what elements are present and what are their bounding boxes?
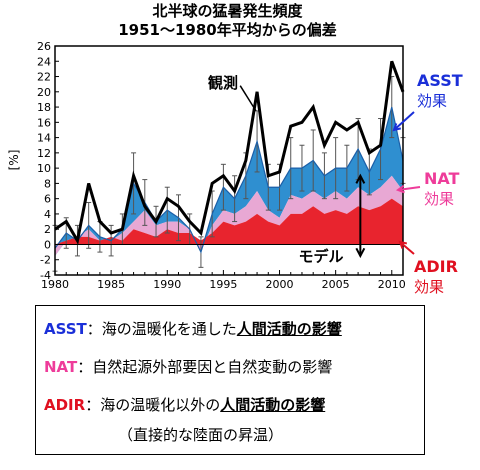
series-lines xyxy=(54,60,405,254)
stacked-areas xyxy=(55,107,403,256)
model-bracket-bottom-arrow xyxy=(355,247,366,259)
asst-arrow xyxy=(393,111,415,131)
adir-effect-word: 効果 xyxy=(414,278,445,296)
plot-frame xyxy=(54,45,404,276)
chart-subtitle: 1951～1980年平均からの偏差 xyxy=(118,21,337,39)
nat-arrow xyxy=(397,186,421,191)
y-tick-label: 26 xyxy=(37,40,51,53)
y-tick-label: 18 xyxy=(37,101,51,114)
observed-line xyxy=(54,60,405,245)
y-tick-label: 16 xyxy=(37,116,51,129)
y-tick-label: 20 xyxy=(37,86,51,99)
nat-effect-code: NAT xyxy=(424,169,460,188)
x-tick-label: 1985 xyxy=(97,278,125,291)
nat-effect-label: NAT 効果 xyxy=(424,169,460,209)
adir-effect-code: ADIR xyxy=(414,257,458,276)
y-tick-label: 8 xyxy=(44,177,51,190)
y-tick-label: 0 xyxy=(44,238,51,251)
y-tick-label: 10 xyxy=(37,162,51,175)
adir-area xyxy=(55,198,403,245)
legend-row-nat: NAT：自然起源外部要因と自然変動の影響 xyxy=(44,358,332,376)
y-tick-label: -4 xyxy=(40,269,51,282)
legend-nat-code: NAT xyxy=(44,358,78,376)
y-tick-label: 12 xyxy=(37,147,51,160)
legend-asst-text: ：海の温暖化を通した xyxy=(86,320,237,338)
legend-row-asst: ASST：海の温暖化を通した人間活動の影響 xyxy=(44,320,342,338)
adir-arrow-head xyxy=(398,240,408,249)
legend-row-adir: ADIR：海の温暖化以外の人間活動の影響 xyxy=(44,396,325,414)
adir-arrow xyxy=(399,241,415,255)
y-axis-label: [%] xyxy=(7,149,21,171)
legend-adir-emphasis: 人間活動の影響 xyxy=(220,396,326,414)
x-tick-label: 2010 xyxy=(378,278,406,291)
model-bracket-top-arrow xyxy=(355,173,366,184)
y-tick-label: -2 xyxy=(40,254,51,267)
asst-effect-code: ASST xyxy=(417,71,463,90)
y-tick-label: 6 xyxy=(44,193,51,206)
nat-arrow-head xyxy=(395,185,405,194)
y-tick-label: 22 xyxy=(37,71,51,84)
x-tick-label: 2000 xyxy=(266,278,294,291)
observed-pointer xyxy=(239,85,257,112)
y-tick-label: 2 xyxy=(44,223,51,236)
observed-label: 観測 xyxy=(208,74,238,92)
asst-effect-label: ASST 効果 xyxy=(417,71,463,111)
asst-area xyxy=(55,107,403,256)
nat-effect-word: 効果 xyxy=(424,190,455,208)
model-total-line xyxy=(54,106,404,254)
legend-adir-note: （直接的な陸面の昇温） xyxy=(118,426,284,444)
model-label: モデル xyxy=(298,247,343,265)
y-tick-label: 14 xyxy=(37,132,51,145)
asst-arrow-head xyxy=(392,123,402,132)
adir-effect-label: ADIR 効果 xyxy=(414,257,458,297)
legend-adir-text: ：海の温暖化以外の xyxy=(85,396,221,414)
x-tick-label: 1995 xyxy=(209,278,237,291)
legend-asst-emphasis: 人間活動の影響 xyxy=(236,320,342,338)
legend-box: ASST：海の温暖化を通した人間活動の影響 NAT：自然起源外部要因と自然変動の… xyxy=(35,305,425,455)
x-tick-label: 2005 xyxy=(322,278,350,291)
x-tick-label: 1980 xyxy=(41,278,69,291)
nat-area xyxy=(55,175,403,256)
asst-effect-word: 効果 xyxy=(417,92,448,110)
legend-nat-text: ：自然起源外部要因と自然変動の影響 xyxy=(77,358,333,376)
legend-asst-code: ASST xyxy=(44,320,87,338)
y-tick-label: 4 xyxy=(44,208,51,221)
legend-adir-code: ADIR xyxy=(44,396,86,414)
x-tick-label: 1990 xyxy=(153,278,181,291)
chart-title: 北半球の猛暑発生頻度 xyxy=(152,2,303,20)
y-tick-label: 24 xyxy=(37,55,51,68)
